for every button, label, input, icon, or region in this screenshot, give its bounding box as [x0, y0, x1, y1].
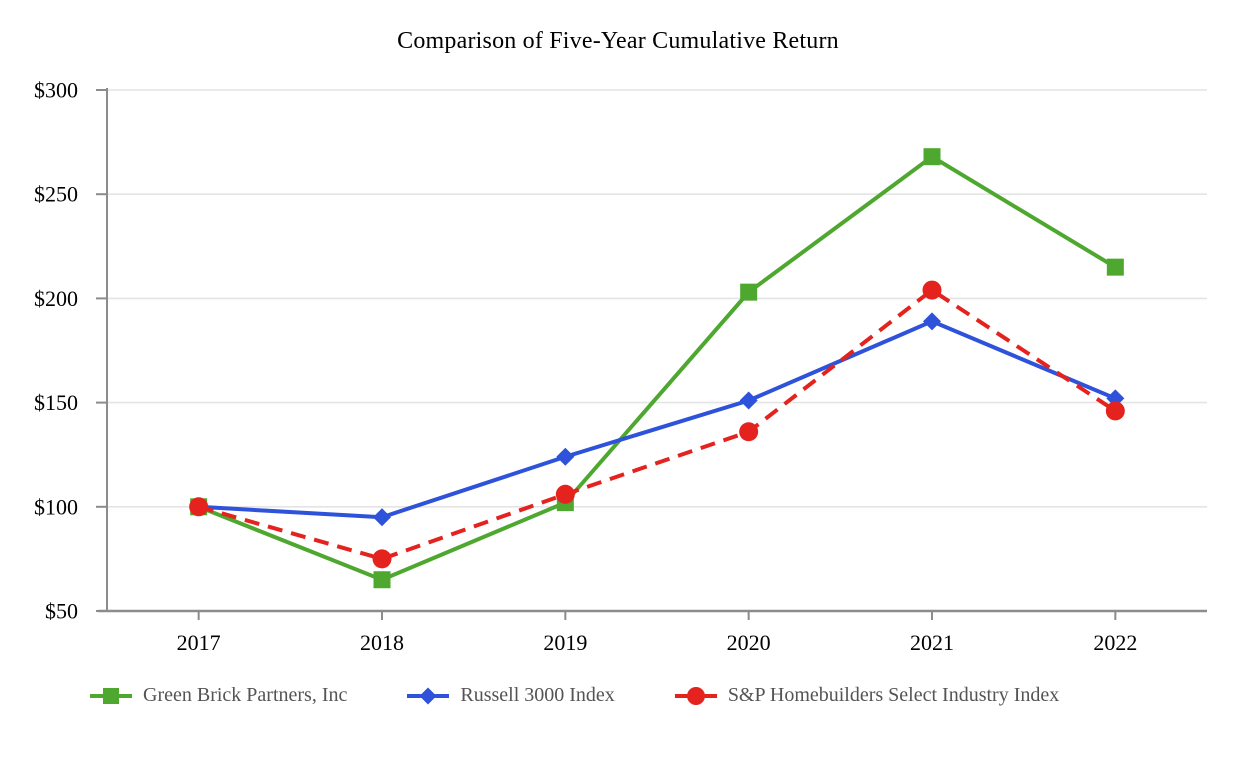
circle-marker	[189, 497, 209, 517]
x-tick-label: 2020	[727, 630, 771, 655]
legend-label-sp-homebuilders: S&P Homebuilders Select Industry Index	[727, 684, 1060, 706]
y-tick-label: $150	[34, 390, 78, 415]
x-tick-label: 2018	[360, 630, 404, 655]
square-marker	[923, 148, 941, 166]
diamond-marker	[739, 391, 758, 410]
diamond-marker	[556, 447, 575, 466]
diamond-marker	[923, 312, 941, 331]
diamond-marker	[373, 508, 391, 527]
x-tick-label: 2022	[1093, 630, 1137, 655]
y-tick-label: $50	[45, 599, 78, 624]
square-marker	[1106, 258, 1124, 276]
circle-marker	[555, 484, 575, 504]
chart-title: Comparison of Five-Year Cumulative Retur…	[397, 28, 839, 54]
series-line	[197, 154, 1117, 582]
y-tick-label: $200	[34, 286, 78, 311]
y-tick-label: $100	[34, 494, 78, 519]
x-tick-label: 2017	[177, 630, 221, 655]
legend-diamond-marker-icon	[419, 687, 437, 704]
square-marker-swatch-icon	[90, 687, 132, 704]
series-line	[198, 287, 1117, 561]
circle-marker	[739, 422, 759, 442]
circle-marker	[1105, 401, 1125, 421]
legend-label-green-brick-partners: Green Brick Partners, Inc	[143, 684, 348, 706]
legend: Green Brick Partners, Inc Russell 3000 I…	[88, 684, 1059, 707]
legend-item-green-brick-partners: Green Brick Partners, Inc	[88, 684, 347, 707]
circle-marker-swatch-icon	[674, 686, 717, 705]
diamond-marker-swatch-icon	[407, 687, 450, 704]
series-russell-3000-index	[189, 312, 1125, 527]
legend-item-russell-3000: Russell 3000 Index	[405, 684, 615, 707]
y-tick-label: $300	[34, 78, 78, 103]
circle-marker	[922, 280, 942, 300]
series-green-brick-partners-inc	[190, 148, 1124, 589]
legend-item-sp-homebuilders: S&P Homebuilders Select Industry Index	[673, 684, 1059, 707]
square-marker	[373, 571, 391, 589]
legend-label-russell-3000: Russell 3000 Index	[460, 684, 615, 706]
x-tick-label: 2021	[910, 630, 954, 655]
series-s-p-homebuilders-select-industry-index	[189, 280, 1125, 569]
legend-square-marker-icon	[103, 687, 119, 704]
legend-circle-marker-icon	[686, 686, 705, 705]
y-tick-label: $250	[34, 182, 78, 207]
square-marker	[740, 283, 758, 301]
circle-marker	[372, 549, 392, 569]
x-tick-label: 2019	[543, 630, 587, 655]
series-line	[198, 319, 1117, 520]
